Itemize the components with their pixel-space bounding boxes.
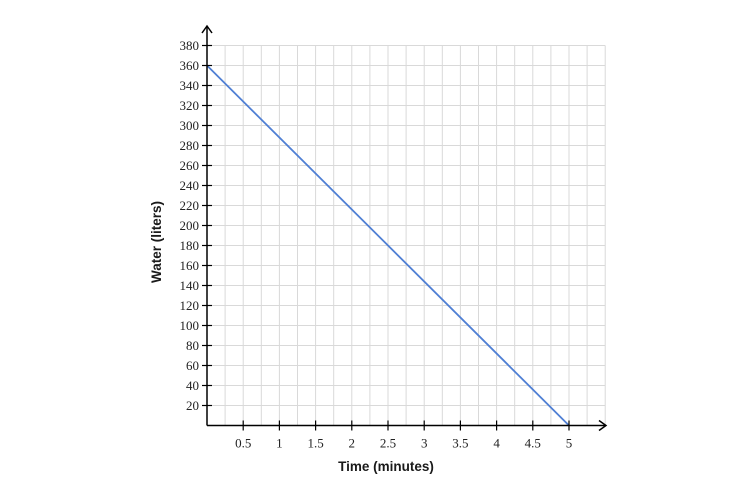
x-tick-label: 3.5 <box>452 436 468 451</box>
y-tick-label: 40 <box>186 378 199 393</box>
chart-grid <box>207 45 606 426</box>
chart-ticks: 0.5 1 1.5 2 2.5 3 3.5 4 4.5 5 20 40 60 80 100 120 140 160… <box>180 38 573 451</box>
y-tick-label: 200 <box>180 218 200 233</box>
y-tick-label: 220 <box>180 198 200 213</box>
y-tick-label: 340 <box>180 78 200 93</box>
x-tick-label: 1.5 <box>307 436 323 451</box>
y-tick-label: 80 <box>186 338 199 353</box>
chart-series <box>206 64 570 427</box>
y-tick-label: 240 <box>180 178 200 193</box>
y-tick-label: 140 <box>180 278 200 293</box>
y-tick-label: 180 <box>180 238 200 253</box>
series-line <box>206 64 570 427</box>
y-tick-label: 280 <box>180 138 200 153</box>
x-tick-label: 4.5 <box>525 436 541 451</box>
y-tick-label: 360 <box>180 58 200 73</box>
chart-axes <box>201 24 608 432</box>
x-axis-title: Time (minutes) <box>338 459 434 474</box>
x-tick-label: 1 <box>276 436 283 451</box>
y-tick-label: 20 <box>186 398 199 413</box>
y-tick-label: 160 <box>180 258 200 273</box>
y-tick-label: 60 <box>186 358 199 373</box>
y-axis-arrow-icon <box>201 24 213 34</box>
y-tick-label: 100 <box>180 318 200 333</box>
x-tick-label: 3 <box>421 436 428 451</box>
y-tick-label: 320 <box>180 98 200 113</box>
x-tick-label: 2 <box>349 436 356 451</box>
x-tick-label: 0.5 <box>235 436 251 451</box>
y-axis-title: Water (liters) <box>149 201 164 283</box>
y-tick-label: 380 <box>180 38 200 53</box>
y-tick-label: 300 <box>180 118 200 133</box>
y-tick-label: 260 <box>180 158 200 173</box>
y-tick-label: 120 <box>180 298 200 313</box>
x-tick-label: 4 <box>493 436 500 451</box>
x-axis-arrow-icon <box>598 419 608 432</box>
x-tick-label: 5 <box>566 436 573 451</box>
x-tick-label: 2.5 <box>380 436 396 451</box>
